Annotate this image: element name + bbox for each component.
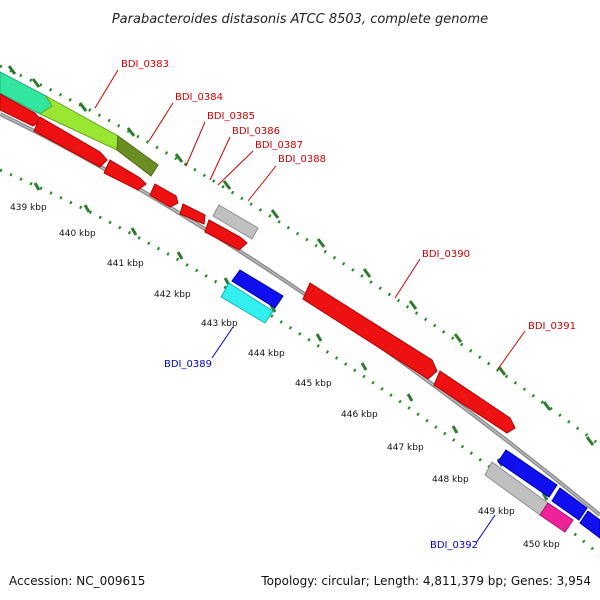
leader-line-bdi-0389 [211, 326, 234, 359]
inner-tick-ring [0, 168, 600, 557]
gene-blue-reverse-c[interactable] [551, 487, 588, 521]
gene-bdi-0388-arrow[interactable] [212, 204, 259, 240]
kbp-label: 439 kbp [10, 203, 47, 213]
outer-tick-ring [0, 64, 600, 447]
gene-label-bdi-0386[interactable]: BDI_0386 [232, 126, 280, 137]
kbp-label: 449 kbp [478, 507, 515, 517]
genome-summary-text: Topology: circular; Length: 4,811,379 bp… [260, 574, 591, 588]
gene-blue-reverse-d[interactable] [579, 510, 600, 539]
leader-line-bdi-0392 [475, 514, 496, 544]
leader-line-bdi-0387 [217, 150, 254, 186]
gene-label-bdi-0390[interactable]: BDI_0390 [422, 249, 470, 260]
forward-strand-genes [0, 71, 516, 434]
gene-bdi-0383-arrow[interactable] [38, 94, 119, 151]
leader-line-bdi-0384 [148, 102, 174, 142]
leader-line-bdi-0391 [497, 330, 526, 370]
kbp-label: 448 kbp [432, 475, 469, 485]
gene-bdi-0385-arrow[interactable] [149, 183, 179, 208]
gene-blue-reverse-a[interactable] [231, 269, 284, 309]
gene-bdi-0391-arrow[interactable] [433, 370, 516, 434]
reverse-strand-genes [220, 269, 600, 539]
gene-label-bdi-0392[interactable]: BDI_0392 [430, 540, 478, 551]
gene-label-bdi-0385[interactable]: BDI_0385 [207, 111, 255, 122]
outer-major-ticks [7, 65, 595, 446]
gene-red-forward-c[interactable] [103, 159, 147, 191]
gene-label-bdi-0388[interactable]: BDI_0388 [278, 154, 326, 165]
outer-tick-dots [0, 64, 600, 447]
gene-label-bdi-0391[interactable]: BDI_0391 [528, 321, 576, 332]
kbp-labels: 439 kbp 440 kbp 441 kbp 442 kbp 443 kbp … [10, 203, 560, 550]
accession-text: Accession: NC_009615 [9, 574, 145, 588]
leader-line-bdi-0386 [209, 136, 231, 181]
gene-label-bdi-0387[interactable]: BDI_0387 [255, 140, 303, 151]
kbp-label: 442 kbp [154, 290, 191, 300]
gene-pink-reverse[interactable] [539, 502, 574, 533]
leader-line-bdi-0390 [394, 258, 421, 299]
gene-blue-reverse-b[interactable] [497, 449, 558, 498]
map-title: Parabacteroides distasonis ATCC 8503, co… [112, 12, 488, 27]
inner-tick-dots [0, 168, 600, 557]
reverse-gene-labels: BDI_0389 BDI_0392 [164, 326, 496, 551]
gene-bdi-0389-arrow[interactable] [220, 282, 274, 324]
gene-label-bdi-0389[interactable]: BDI_0389 [164, 359, 212, 370]
gene-label-bdi-0384[interactable]: BDI_0384 [175, 92, 223, 103]
kbp-label: 450 kbp [523, 540, 560, 550]
kbp-label: 443 kbp [201, 319, 238, 329]
gene-label-bdi-0383[interactable]: BDI_0383 [121, 59, 169, 70]
inner-major-ticks [33, 182, 549, 501]
gene-red-forward-b[interactable] [33, 116, 108, 168]
gene-bdi-0386-arrow[interactable] [179, 203, 206, 225]
forward-gene-labels: BDI_0383 BDI_0384 BDI_0385 BDI_0386 BDI_… [94, 59, 576, 370]
gene-bdi-0384-arrow[interactable] [116, 135, 159, 177]
leader-line-bdi-0388 [247, 165, 277, 202]
kbp-label: 447 kbp [387, 443, 424, 453]
kbp-label: 441 kbp [107, 259, 144, 269]
kbp-label: 444 kbp [248, 349, 285, 359]
gene-bdi-0387-arrow[interactable] [204, 219, 248, 251]
leader-line-bdi-0383 [94, 69, 119, 109]
kbp-label: 446 kbp [341, 410, 378, 420]
kbp-label: 445 kbp [295, 379, 332, 389]
kbp-label: 440 kbp [59, 229, 96, 239]
gene-bdi-0390-arrow[interactable] [302, 282, 438, 380]
leader-line-bdi-0385 [185, 121, 206, 167]
